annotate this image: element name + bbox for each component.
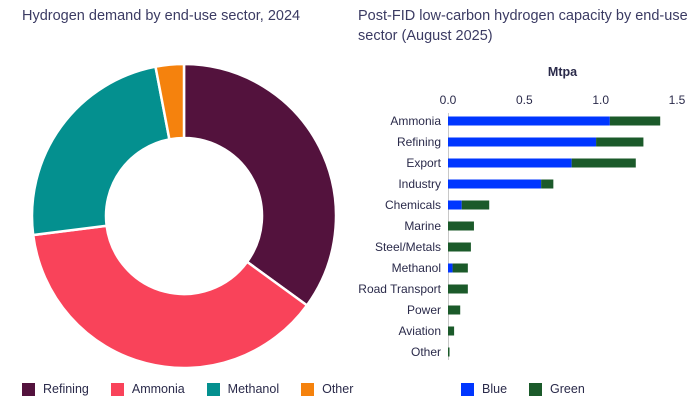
category-label: Export — [406, 156, 441, 170]
donut-slice-methanol — [30, 65, 171, 237]
legend-swatch — [461, 382, 474, 396]
bar-green-steel-metals — [448, 242, 471, 252]
bar-green-methanol — [452, 263, 468, 273]
bar-blue-ammonia — [448, 116, 610, 126]
donut-slice-refining — [182, 62, 338, 308]
category-label: Power — [407, 303, 441, 317]
category-label: Steel/Metals — [375, 240, 441, 254]
x-tick-label: 1.5 — [669, 93, 686, 107]
category-label: Refining — [397, 135, 441, 149]
x-tick-label: 1.0 — [592, 93, 609, 107]
bar-green-aviation — [448, 326, 455, 336]
legend-label: Blue — [482, 382, 508, 396]
bar-green-chemicals — [461, 200, 490, 210]
bar-green-marine — [448, 221, 474, 231]
legend-swatch — [301, 382, 315, 396]
stacked-bar-chart: Mtpa 0.0 0.5 1.0 1.5 Ammonia Refining Export Ind… — [358, 65, 686, 360]
category-label: Chemicals — [385, 198, 441, 212]
category-label: Marine — [404, 219, 441, 233]
bar-green-ammonia — [609, 116, 661, 126]
legend-item-other: Other — [301, 382, 353, 396]
bar-legend: Blue Green — [461, 382, 607, 396]
donut-chart-title: Hydrogen demand by end-use sector, 2024 — [22, 8, 301, 24]
x-tick-label: 0.0 — [440, 93, 457, 107]
bar-green-other — [448, 347, 450, 357]
bar-green-export — [571, 158, 636, 168]
x-tick-label: 0.5 — [516, 93, 533, 107]
category-label: Other — [411, 345, 441, 359]
legend-swatch — [110, 382, 124, 396]
category-label: Road Transport — [358, 282, 441, 296]
bar-blue-chemicals — [448, 200, 462, 210]
legend-swatch — [529, 382, 543, 396]
category-label: Ammonia — [390, 114, 441, 128]
bar-green-industry — [541, 179, 554, 189]
category-label: Industry — [398, 177, 441, 191]
bar-blue-export — [448, 158, 572, 168]
legend-swatch — [22, 382, 35, 396]
donut-slice-ammonia — [31, 224, 309, 370]
legend-item-blue: Blue — [461, 382, 507, 396]
legend-label: Other — [322, 382, 354, 396]
donut-legend: Refining Ammonia Methanol Other — [22, 382, 375, 396]
bar-chart-title: Post-FID low-carbon hydrogen capacity by… — [358, 8, 688, 44]
legend-label: Methanol — [227, 382, 280, 396]
category-label: Aviation — [399, 324, 441, 338]
legend-item-ammonia: Ammonia — [110, 382, 185, 396]
legend-item-green: Green — [529, 382, 585, 396]
bar-green-refining — [596, 137, 644, 147]
x-axis-label: Mtpa — [548, 65, 578, 79]
bar-green-power — [448, 305, 461, 315]
legend-label: Ammonia — [131, 382, 185, 396]
bar-blue-methanol — [448, 263, 453, 273]
bar-green-road-transport — [448, 284, 468, 294]
legend-swatch — [206, 382, 220, 396]
legend-item-methanol: Methanol — [206, 382, 280, 396]
legend-label: Refining — [43, 382, 89, 396]
donut-chart — [30, 62, 338, 370]
legend-label: Green — [550, 382, 585, 396]
bar-blue-refining — [448, 137, 597, 147]
bar-blue-industry — [448, 179, 542, 189]
legend-item-refining: Refining — [22, 382, 89, 396]
category-label: Methanol — [392, 261, 441, 275]
donut-slice-other — [154, 62, 186, 141]
